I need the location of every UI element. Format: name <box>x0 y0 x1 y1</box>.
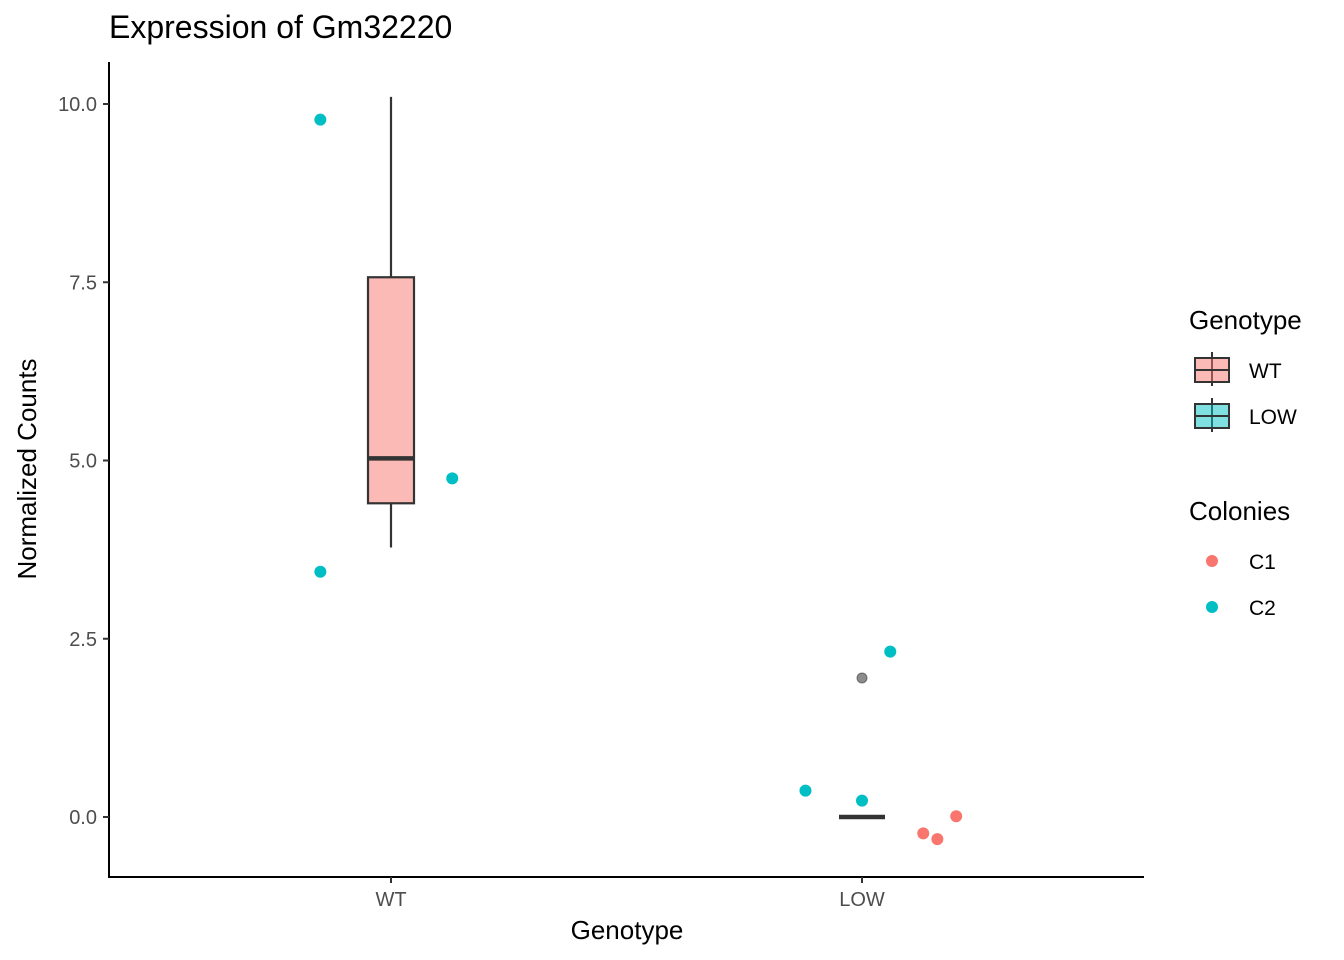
legend-item-label: C1 <box>1249 551 1276 574</box>
y-tick-label: 10.0 <box>58 94 97 116</box>
data-point-c1 <box>931 833 944 846</box>
data-point-c1 <box>950 810 963 823</box>
data-point-c1 <box>917 827 930 840</box>
legend-item-label: WT <box>1249 360 1282 383</box>
y-axis-title: Normalized Counts <box>12 358 42 579</box>
plot-area <box>314 96 963 846</box>
legend-title: Genotype <box>1189 305 1302 335</box>
box-outlier-point <box>856 672 868 684</box>
y-tick-label: 2.5 <box>69 629 97 651</box>
x-axis-ticks: WT LOW <box>375 877 885 911</box>
legend-key-point <box>1206 555 1218 567</box>
legend-item-label: C2 <box>1249 597 1276 620</box>
legend-title: Colonies <box>1189 496 1290 526</box>
data-point-c2 <box>856 794 868 807</box>
x-tick-label: LOW <box>839 889 885 911</box>
box-body <box>366 276 416 505</box>
legend-item-label: LOW <box>1249 406 1297 429</box>
y-tick-label: 0.0 <box>69 807 97 829</box>
y-axis-ticks: 0.0 2.5 5.0 7.5 10.0 <box>58 94 109 829</box>
y-tick-label: 7.5 <box>69 272 97 294</box>
data-point-c2 <box>799 784 812 797</box>
x-axis-title: Genotype <box>571 915 684 945</box>
data-point-c2 <box>446 472 459 485</box>
legend-key-point <box>1206 601 1218 613</box>
data-point-c2 <box>314 113 327 126</box>
y-tick-label: 5.0 <box>69 451 97 473</box>
data-point-c2 <box>314 565 327 578</box>
x-tick-label: WT <box>375 889 406 911</box>
data-point-c2 <box>884 645 897 658</box>
legend: Genotype WT LOW Colonies C1 C2 <box>1189 305 1302 620</box>
chart-title: Expression of Gm32220 <box>109 9 452 45</box>
